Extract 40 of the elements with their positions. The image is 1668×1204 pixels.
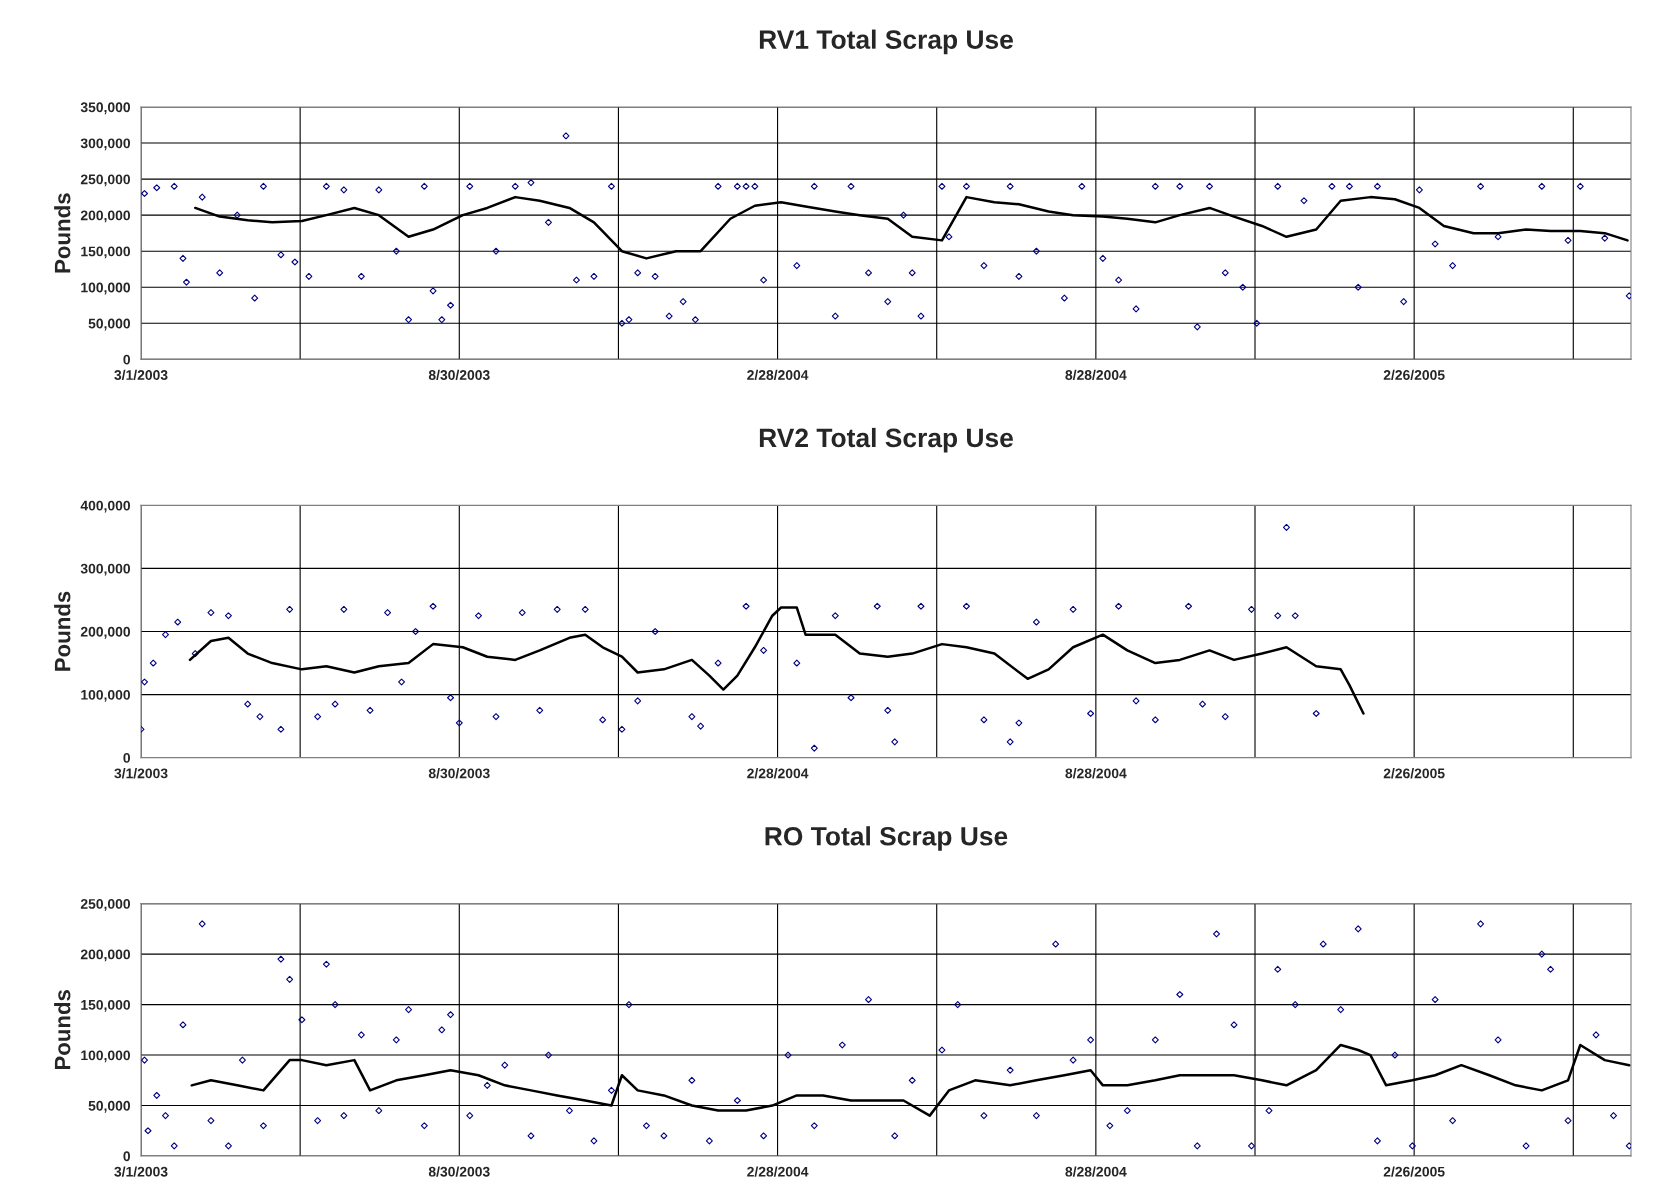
x-tick-label: 2/26/2005 [1383, 369, 1445, 381]
y-tick-label: 0 [123, 354, 131, 365]
y-axis-title: Pounds [54, 990, 71, 1070]
y-tick-label: 100,000 [81, 282, 131, 295]
y-tick-label: 100,000 [81, 689, 131, 702]
y-tick-label: 300,000 [80, 563, 131, 576]
y-tick-label: 200,000 [80, 210, 131, 223]
x-tick-label: 2/28/2004 [747, 768, 809, 779]
y-tick-label: 400,000 [80, 500, 131, 513]
chart-title: RV2 Total Scrap Use [759, 427, 1013, 453]
x-tick-label: 3/1/2003 [114, 1166, 168, 1177]
x-tick-label: 8/30/2003 [428, 1166, 490, 1177]
y-tick-label: 0 [123, 753, 131, 763]
x-tick-label: 2/28/2004 [747, 1166, 809, 1177]
chart-title: RV1 Total Scrap Use [759, 29, 1013, 55]
x-tick-label: 8/28/2004 [1065, 768, 1127, 779]
y-axis-title: Pounds [54, 193, 71, 273]
y-tick-label: 300,000 [80, 138, 131, 151]
y-tick-label: 150,000 [81, 246, 131, 259]
y-tick-label: 150,000 [81, 999, 131, 1012]
y-tick-label: 200,000 [80, 626, 131, 639]
x-tick-label: 3/1/2003 [114, 768, 168, 779]
y-tick-label: 250,000 [80, 174, 131, 187]
x-tick-label: 8/30/2003 [428, 768, 490, 779]
y-tick-label: 0 [123, 1151, 131, 1162]
y-tick-label: 200,000 [80, 949, 131, 962]
x-tick-label: 8/30/2003 [428, 369, 490, 381]
y-tick-label: 100,000 [81, 1050, 131, 1063]
x-tick-label: 3/1/2003 [114, 369, 168, 381]
x-tick-label: 2/28/2004 [747, 369, 809, 381]
y-tick-label: 50,000 [88, 1100, 131, 1113]
y-tick-label: 250,000 [80, 899, 131, 911]
y-axis-title: Pounds [54, 591, 71, 671]
chart-title: RO Total Scrap Use [765, 826, 1008, 851]
y-tick-label: 50,000 [88, 318, 131, 331]
x-tick-label: 2/26/2005 [1383, 768, 1445, 779]
x-tick-label: 8/28/2004 [1065, 369, 1127, 381]
y-tick-label: 350,000 [80, 102, 131, 115]
x-tick-label: 2/26/2005 [1383, 1166, 1445, 1177]
x-tick-label: 8/28/2004 [1065, 1166, 1127, 1177]
